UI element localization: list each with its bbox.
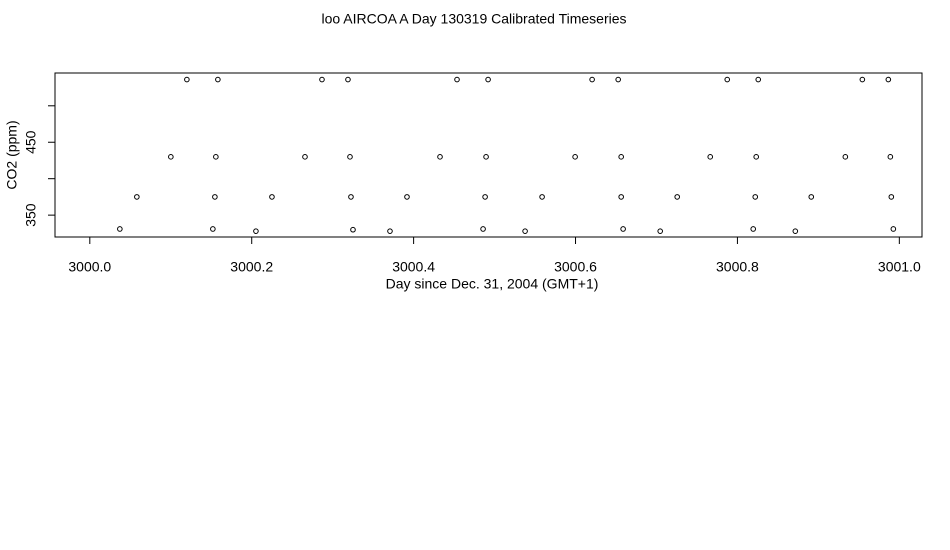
x-tick-label: 3001.0 (878, 259, 921, 275)
point (753, 154, 760, 160)
point (522, 228, 528, 234)
point (215, 76, 221, 83)
point (184, 76, 190, 83)
point (589, 76, 595, 83)
point (482, 194, 488, 200)
y-tick-label: 350 (23, 203, 39, 227)
point (792, 228, 799, 234)
y-axis-label: CO2 (ppm) (4, 120, 20, 189)
y-tick-label: 450 (23, 130, 39, 154)
point (437, 154, 443, 160)
x-tick-label: 3000.4 (392, 259, 435, 275)
point (618, 194, 624, 200)
point (485, 76, 491, 83)
point (302, 154, 308, 160)
point (168, 154, 174, 160)
point (724, 76, 731, 83)
point (674, 194, 681, 200)
chart-title: loo AIRCOA A Day 130319 Calibrated Times… (321, 11, 626, 27)
point (480, 226, 486, 232)
point (350, 226, 356, 233)
point (117, 226, 123, 232)
point (387, 228, 393, 234)
point (212, 194, 218, 200)
x-tick-label: 3000.2 (230, 259, 273, 275)
point (454, 76, 460, 83)
point (347, 154, 353, 160)
point (539, 194, 545, 200)
point (859, 76, 866, 83)
x-tick-label: 3000.0 (68, 259, 111, 275)
point (483, 154, 489, 160)
point (319, 76, 325, 83)
plot-frame (54, 72, 923, 238)
point (134, 194, 140, 200)
x-tick-label: 3000.6 (554, 259, 597, 275)
point (348, 194, 354, 200)
point (752, 194, 759, 200)
point (213, 154, 219, 160)
point (253, 228, 259, 234)
point (618, 154, 624, 160)
point (755, 76, 762, 83)
point (657, 228, 664, 234)
x-axis-label: Day since Dec. 31, 2004 (GMT+1) (386, 276, 599, 292)
point (842, 154, 849, 160)
point (620, 226, 626, 232)
point (707, 154, 714, 160)
point (887, 154, 894, 160)
point (210, 226, 216, 232)
point (269, 194, 275, 200)
point (345, 76, 351, 83)
point (890, 226, 897, 232)
point (615, 76, 621, 83)
x-tick-label: 3000.8 (716, 259, 759, 275)
point (404, 194, 410, 200)
point (885, 76, 892, 83)
point (808, 194, 815, 200)
point (750, 226, 757, 232)
point (572, 154, 578, 160)
point (888, 194, 895, 200)
